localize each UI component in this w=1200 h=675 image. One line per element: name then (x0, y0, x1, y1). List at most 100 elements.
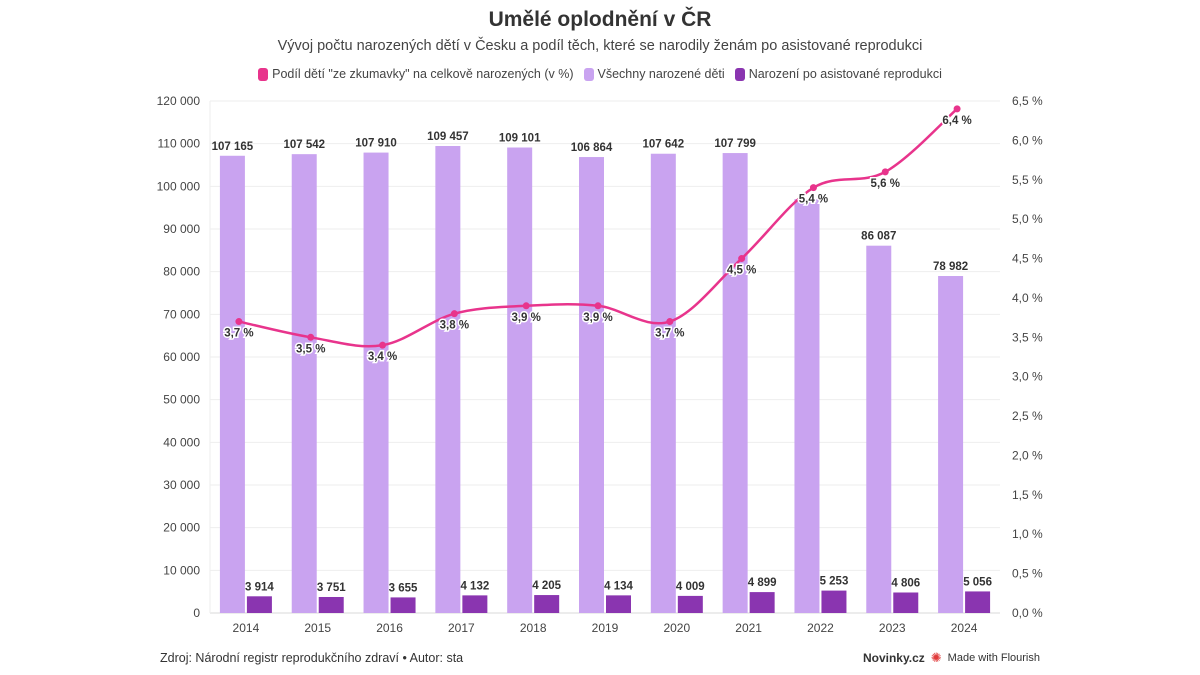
bar-all-births (579, 157, 604, 613)
right-tick-label: 4,0 % (1012, 291, 1043, 305)
left-tick-label: 80 000 (163, 265, 200, 279)
line-point-share (450, 310, 458, 318)
bar-all-births (435, 145, 461, 613)
line-point-share (307, 333, 315, 341)
x-tick-label: 2024 (951, 621, 978, 635)
line-point-share (594, 302, 602, 310)
bar-ivf-births (893, 592, 919, 613)
bar-ivf-births (246, 596, 272, 613)
left-tick-label: 120 000 (157, 94, 201, 108)
bar-label-ivf-births: 4 899 (748, 577, 777, 589)
bar-label-all-births: 107 910 (355, 138, 397, 150)
right-tick-label: 1,5 % (1012, 488, 1043, 502)
line-point-share (235, 318, 243, 326)
bar-ivf-births (462, 595, 488, 613)
bar-ivf-births (965, 591, 991, 613)
bar-label-all-births: 107 542 (283, 139, 325, 151)
chart-subtitle: Vývoj počtu narozených dětí v Česku a po… (277, 38, 923, 54)
bar-all-births (291, 154, 317, 614)
bar-label-all-births: 109 457 (427, 131, 469, 143)
bar-label-all-births: 107 642 (643, 139, 685, 151)
bar-label-ivf-births: 5 253 (820, 576, 849, 588)
legend-swatch-all-births (583, 67, 594, 81)
x-tick-label: 2023 (879, 621, 906, 635)
legend: Podíl dětí "ze zkumavky" na celkově naro… (0, 67, 1200, 81)
x-tick-label: 2021 (735, 621, 762, 635)
bar-label-all-births: 86 087 (861, 231, 896, 243)
bar-label-ivf-births: 4 009 (676, 581, 705, 593)
bar-ivf-births (390, 597, 416, 613)
bar-ivf-births (606, 595, 631, 613)
right-tick-label: 0,5 % (1012, 567, 1043, 581)
bar-ivf-births (749, 592, 775, 613)
line-label-share: 3,9 % (511, 312, 540, 324)
line-point-share (522, 302, 530, 310)
bar-all-births (507, 147, 533, 614)
right-tick-label: 2,0 % (1012, 448, 1043, 462)
bar-label-ivf-births: 3 751 (317, 582, 346, 594)
left-tick-label: 90 000 (163, 222, 200, 236)
x-tick-label: 2022 (807, 621, 834, 635)
bar-label-ivf-births: 4 134 (604, 580, 633, 592)
bar-label-ivf-births: 3 655 (389, 582, 418, 594)
bar-ivf-births (534, 595, 560, 613)
line-label-share: 3,7 % (655, 328, 684, 340)
x-tick-label: 2017 (448, 621, 475, 635)
bar-label-ivf-births: 5 056 (963, 576, 992, 588)
line-point-share (953, 105, 961, 113)
line-label-share: 5,6 % (871, 178, 900, 190)
left-tick-label: 100 000 (157, 179, 201, 193)
right-tick-label: 1,0 % (1012, 527, 1043, 541)
bar-all-births (363, 152, 389, 614)
legend-item-ivf-births[interactable]: Narození po asistované reprodukci (734, 67, 942, 81)
x-tick-label: 2018 (520, 621, 547, 635)
bar-ivf-births (677, 595, 703, 613)
legend-label-all-births: Všechny narozené děti (597, 67, 725, 81)
credits: Novinky.cz ✺ Made with Flourish (863, 650, 1040, 666)
flourish-icon: ✺ (930, 650, 942, 665)
x-tick-label: 2019 (592, 621, 619, 635)
left-tick-label: 0 (193, 606, 200, 620)
bar-label-ivf-births: 4 132 (460, 580, 489, 592)
legend-label-share: Podíl dětí "ze zkumavky" na celkově naro… (272, 67, 574, 81)
bar-ivf-births (821, 590, 847, 613)
left-tick-label: 50 000 (163, 393, 200, 407)
line-point-share (738, 255, 746, 263)
brand-logo[interactable]: Novinky.cz (862, 651, 925, 665)
bar-all-births (938, 276, 964, 613)
line-point-share (881, 168, 889, 176)
line-label-share: 3,7 % (224, 328, 253, 340)
legend-item-share[interactable]: Podíl dětí "ze zkumavky" na celkově naro… (258, 67, 574, 81)
bar-label-all-births: 107 165 (212, 141, 254, 153)
bar-label-all-births: 107 799 (714, 138, 756, 150)
line-label-share: 4,5 % (727, 265, 756, 277)
right-tick-label: 5,5 % (1012, 173, 1043, 187)
left-tick-label: 10 000 (163, 563, 200, 577)
line-share (238, 107, 958, 348)
flourish-credit[interactable]: Made with Flourish (947, 652, 1040, 664)
line-label-share: 6,4 % (942, 115, 971, 127)
left-tick-label: 40 000 (163, 435, 200, 449)
chart-title: Umělé oplodnění v ČR (488, 8, 712, 31)
x-tick-label: 2015 (304, 621, 331, 635)
right-tick-label: 4,5 % (1012, 252, 1043, 266)
line-point-share (809, 184, 817, 192)
right-tick-label: 6,0 % (1012, 133, 1043, 147)
right-tick-label: 6,5 % (1012, 94, 1043, 108)
legend-swatch-share (258, 67, 269, 81)
bar-all-births (219, 155, 245, 613)
line-label-share: 5,4 % (799, 194, 828, 206)
bar-all-births (866, 245, 892, 613)
legend-item-all-births[interactable]: Všechny narozené děti (583, 67, 725, 81)
bar-all-births (650, 153, 676, 613)
right-tick-label: 0,0 % (1012, 606, 1043, 620)
right-tick-label: 3,5 % (1012, 330, 1043, 344)
right-tick-label: 2,5 % (1012, 409, 1043, 423)
left-tick-label: 30 000 (163, 478, 200, 492)
line-point-share (379, 341, 387, 349)
bar-label-all-births: 109 101 (499, 133, 541, 145)
legend-label-ivf-births: Narození po asistované reprodukci (748, 67, 942, 81)
x-tick-label: 2014 (233, 621, 260, 635)
legend-swatch-ivf-births (734, 67, 745, 81)
